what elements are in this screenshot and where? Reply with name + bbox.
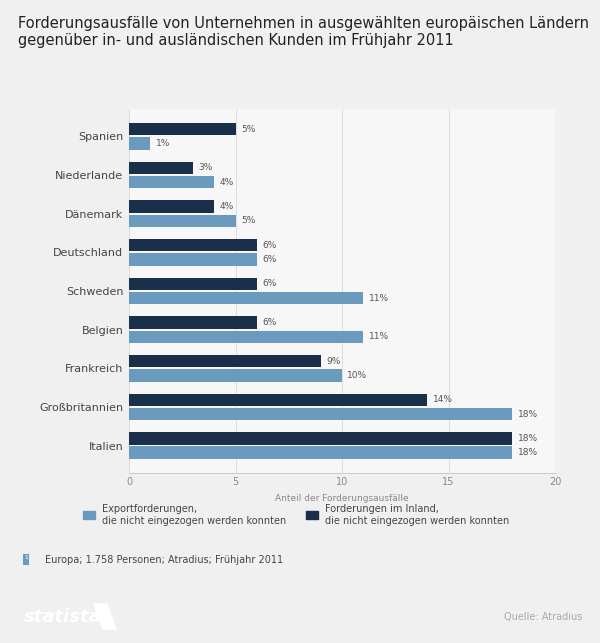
Polygon shape bbox=[93, 603, 117, 630]
Bar bbox=[129, 162, 193, 174]
Text: 18%: 18% bbox=[518, 434, 538, 443]
Text: 4%: 4% bbox=[220, 202, 234, 211]
Text: 18%: 18% bbox=[518, 410, 538, 419]
Text: 4%: 4% bbox=[220, 177, 234, 186]
Text: 6%: 6% bbox=[262, 255, 277, 264]
Text: Forderungsausfälle von Unternehmen in ausgewählten europäischen Ländern: Forderungsausfälle von Unternehmen in au… bbox=[18, 16, 589, 31]
Text: gegenüber in- und ausländischen Kunden im Frühjahr 2011: gegenüber in- und ausländischen Kunden i… bbox=[18, 33, 454, 48]
Text: 10%: 10% bbox=[347, 371, 367, 380]
Text: 11%: 11% bbox=[368, 332, 389, 341]
Text: 5%: 5% bbox=[241, 216, 255, 225]
Text: 14%: 14% bbox=[433, 395, 452, 404]
Bar bbox=[129, 215, 235, 227]
Bar bbox=[129, 123, 235, 136]
X-axis label: Anteil der Forderungsausfälle: Anteil der Forderungsausfälle bbox=[275, 494, 409, 503]
Text: 6%: 6% bbox=[262, 279, 277, 288]
Bar bbox=[129, 239, 257, 251]
Text: 6%: 6% bbox=[262, 318, 277, 327]
Text: 5%: 5% bbox=[241, 125, 255, 134]
Text: 18%: 18% bbox=[518, 448, 538, 457]
Bar bbox=[129, 331, 364, 343]
Bar bbox=[129, 292, 364, 304]
Text: 3%: 3% bbox=[198, 163, 212, 172]
Text: 11%: 11% bbox=[368, 294, 389, 303]
Bar bbox=[129, 176, 214, 188]
Bar bbox=[129, 394, 427, 406]
Bar bbox=[129, 408, 512, 420]
Text: 6%: 6% bbox=[262, 240, 277, 249]
Text: 1%: 1% bbox=[155, 139, 170, 148]
Bar bbox=[129, 138, 151, 150]
Bar bbox=[129, 201, 214, 213]
Bar bbox=[129, 253, 257, 266]
Text: statista: statista bbox=[24, 608, 102, 626]
Bar bbox=[129, 432, 512, 444]
Bar bbox=[129, 278, 257, 290]
Bar bbox=[129, 446, 512, 459]
Legend: Exportforderungen,
die nicht eingezogen werden konnten, Forderungen im Inland,
d: Exportforderungen, die nicht eingezogen … bbox=[83, 504, 509, 525]
Text: Europa; 1.758 Personen; Atradius; Frühjahr 2011: Europa; 1.758 Personen; Atradius; Frühja… bbox=[45, 555, 283, 565]
Text: 9%: 9% bbox=[326, 357, 340, 366]
Bar bbox=[129, 355, 321, 367]
Bar bbox=[129, 369, 342, 381]
Text: ¹: ¹ bbox=[24, 555, 28, 564]
Text: Quelle: Atradius: Quelle: Atradius bbox=[503, 611, 582, 622]
Bar bbox=[129, 316, 257, 329]
